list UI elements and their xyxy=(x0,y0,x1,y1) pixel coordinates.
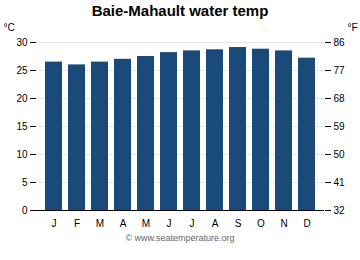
svg-text:0: 0 xyxy=(22,205,28,216)
svg-text:A: A xyxy=(212,218,219,229)
svg-text:S: S xyxy=(235,218,242,229)
svg-text:N: N xyxy=(280,218,287,229)
svg-text:41: 41 xyxy=(334,177,346,188)
svg-text:M: M xyxy=(96,218,104,229)
svg-text:5: 5 xyxy=(22,177,28,188)
html-text:© www.seatemperature.org: © www.seatemperature.org xyxy=(125,233,235,243)
svg-text:77: 77 xyxy=(334,65,346,76)
svg-text:86: 86 xyxy=(334,37,346,48)
svg-text:F: F xyxy=(74,218,80,229)
svg-text:32: 32 xyxy=(334,205,346,216)
svg-text:°F: °F xyxy=(347,22,357,33)
svg-text:68: 68 xyxy=(334,93,346,104)
svg-text:10: 10 xyxy=(16,149,28,160)
svg-text:J: J xyxy=(190,218,195,229)
svg-text:30: 30 xyxy=(16,37,28,48)
svg-text:O: O xyxy=(257,218,265,229)
svg-text:20: 20 xyxy=(16,93,28,104)
svg-text:59: 59 xyxy=(334,121,346,132)
svg-text:15: 15 xyxy=(16,121,28,132)
svg-text:50: 50 xyxy=(334,149,346,160)
svg-text:D: D xyxy=(303,218,310,229)
svg-text:J: J xyxy=(52,218,57,229)
svg-text:M: M xyxy=(142,218,150,229)
svg-text:J: J xyxy=(167,218,172,229)
svg-text:25: 25 xyxy=(16,65,28,76)
svg-text:A: A xyxy=(120,218,127,229)
svg-text:°C: °C xyxy=(4,22,15,33)
html-text:Baie-Mahault water temp: Baie-Mahault water temp xyxy=(91,2,269,19)
